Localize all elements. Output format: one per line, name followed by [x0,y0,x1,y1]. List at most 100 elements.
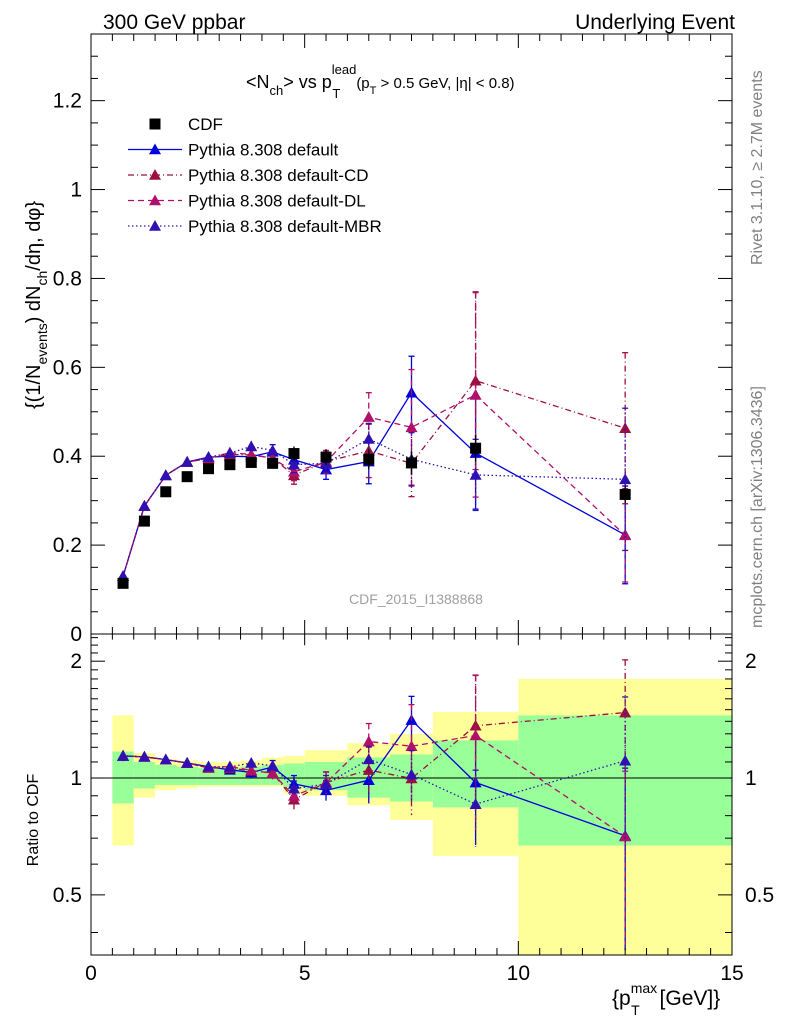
y-tick-label-ratio-right: 1 [745,767,757,790]
legend-marker-series-4 [149,220,161,231]
cdf-point [160,486,172,498]
side-text-rivet: Rivet 3.1.10, ≥ 2.7M events [749,70,766,265]
ratio-band-inner [176,766,198,785]
series-4-point [362,432,375,444]
series-3-point [619,529,632,541]
y-label-b: ) dN [23,285,45,323]
legend-label-series-1: Pythia 8.308 default [188,141,339,160]
series-4-point [181,456,194,467]
series-4-ratio-line [123,755,626,805]
legend-marker-series-1 [149,143,161,155]
y-tick-label-main: 0.6 [53,356,82,379]
series-3-point [469,388,482,400]
header-right: Underlying Event [575,11,735,34]
series-3-point [245,448,258,460]
plot-title-sup: lead [332,62,357,77]
series-4-ratio-point [138,750,151,762]
series-3-ratio-point [287,789,300,801]
series-3-ratio-point [245,764,258,776]
series-4-ratio-point [287,782,300,794]
series-1-ratio-point [362,774,375,785]
y-tick-label-ratio-right: 0.5 [745,884,774,907]
y-tick-label-ratio-left: 2 [70,650,82,673]
y-label-sub2: ch [34,271,50,286]
cdf-point [203,463,215,475]
series-3-point [362,411,375,422]
series-2-ratio-line [123,711,626,801]
series-4-ratio-point [245,756,258,768]
y-tick-label-main: 0.2 [53,534,82,557]
series-4-point [159,469,172,481]
legend-marker-cdf [149,118,161,130]
cdf-point [117,577,129,589]
y-tick-label-main: 0.8 [53,267,82,290]
series-4-ratio-point [469,798,482,809]
header-left: 300 GeV ppbar [103,11,245,34]
series-2-ratio-point [619,706,632,718]
x-tick-label: 5 [299,962,311,985]
plot-title-cond-a: (p [356,75,369,92]
cdf-point [470,442,482,454]
ratio-band-inner [112,751,134,804]
x-label-sub: T [631,1002,640,1018]
y-tick-label-main: 0.4 [53,445,83,468]
cdf-point [181,471,193,483]
cdf-point [320,451,332,463]
y-axis-label-main: {(1/Nevents) dNch/dη, dφ} [23,201,50,409]
series-4-point [469,468,482,480]
series-2-line [122,379,626,577]
series-4-ratio-point [117,749,130,761]
y-tick-label-ratio-left: 0.5 [53,884,82,907]
series-4-ratio-point [362,753,375,765]
series-3-ratio-point [619,830,632,842]
series-4-ratio-point [223,760,236,772]
series-4-ratio-point [181,757,194,768]
cdf-point [288,448,300,460]
cdf-point [138,515,150,527]
series-4-point [266,444,279,456]
y-label-sub1: events [34,323,50,364]
legend-label-cdf: CDF [188,115,223,134]
x-axis-label: {pmax T [GeV]} [612,980,720,1018]
y-tick-label-main: 1.2 [53,90,82,113]
series-4-point [138,500,151,511]
ratio-band-inner [155,765,177,785]
y-axis-label-ratio: Ratio to CDF [25,774,42,867]
ratio-plot-marks [117,659,632,951]
series-4-ratio-point [320,778,333,789]
plot-title-sub2: T [332,86,340,101]
series-3-ratio-point [405,740,418,752]
axes: 0 5 10 15 0 0.2 0.4 0.6 0.8 1 1.2 0.5 0.5 1 1 2 2 [53,33,774,985]
series-4-line [122,438,626,577]
series-4-ratio-point [266,759,279,771]
series-3-point [405,421,418,433]
legend-marker-series-2 [149,169,161,180]
plot-title-mid: > vs p [283,72,332,92]
x-label-b: [GeV]} [654,987,721,1010]
x-label-sup: max [631,980,657,996]
side-text-mcplots: mcplots.cern.ch [arXiv:1306.3436] [749,386,766,628]
cdf-point [245,456,257,468]
plot-title: <Nch> vs plead T(pT > 0.5 GeV, |η| < 0.8) [246,62,515,101]
cdf-point [363,453,375,465]
series-2-point [469,374,482,386]
series-3-ratio-point [362,735,375,747]
cdf-point [619,488,631,500]
legend-label-series-2: Pythia 8.308 default-CD [188,166,369,185]
plot-title-cond-b: > 0.5 GeV, |η| < 0.8) [376,75,514,92]
y-tick-label-ratio-left: 1 [70,767,82,790]
series-4-ratio-point [405,768,418,780]
x-tick-label: 15 [720,962,743,985]
series-4-point [202,451,215,462]
y-tick-label-main: 1 [70,179,82,202]
x-label-a: {p [612,987,631,1010]
y-label-a: {(1/N [23,365,45,409]
series-4-point [245,440,258,452]
plot-title-main: <N [246,72,270,92]
cdf-point [224,459,236,471]
series-3-point [287,465,300,477]
legend-marker-series-3 [149,194,161,206]
series-4-point [619,473,632,485]
series-4-ratio-point [202,760,215,772]
series-4-point [223,447,236,458]
